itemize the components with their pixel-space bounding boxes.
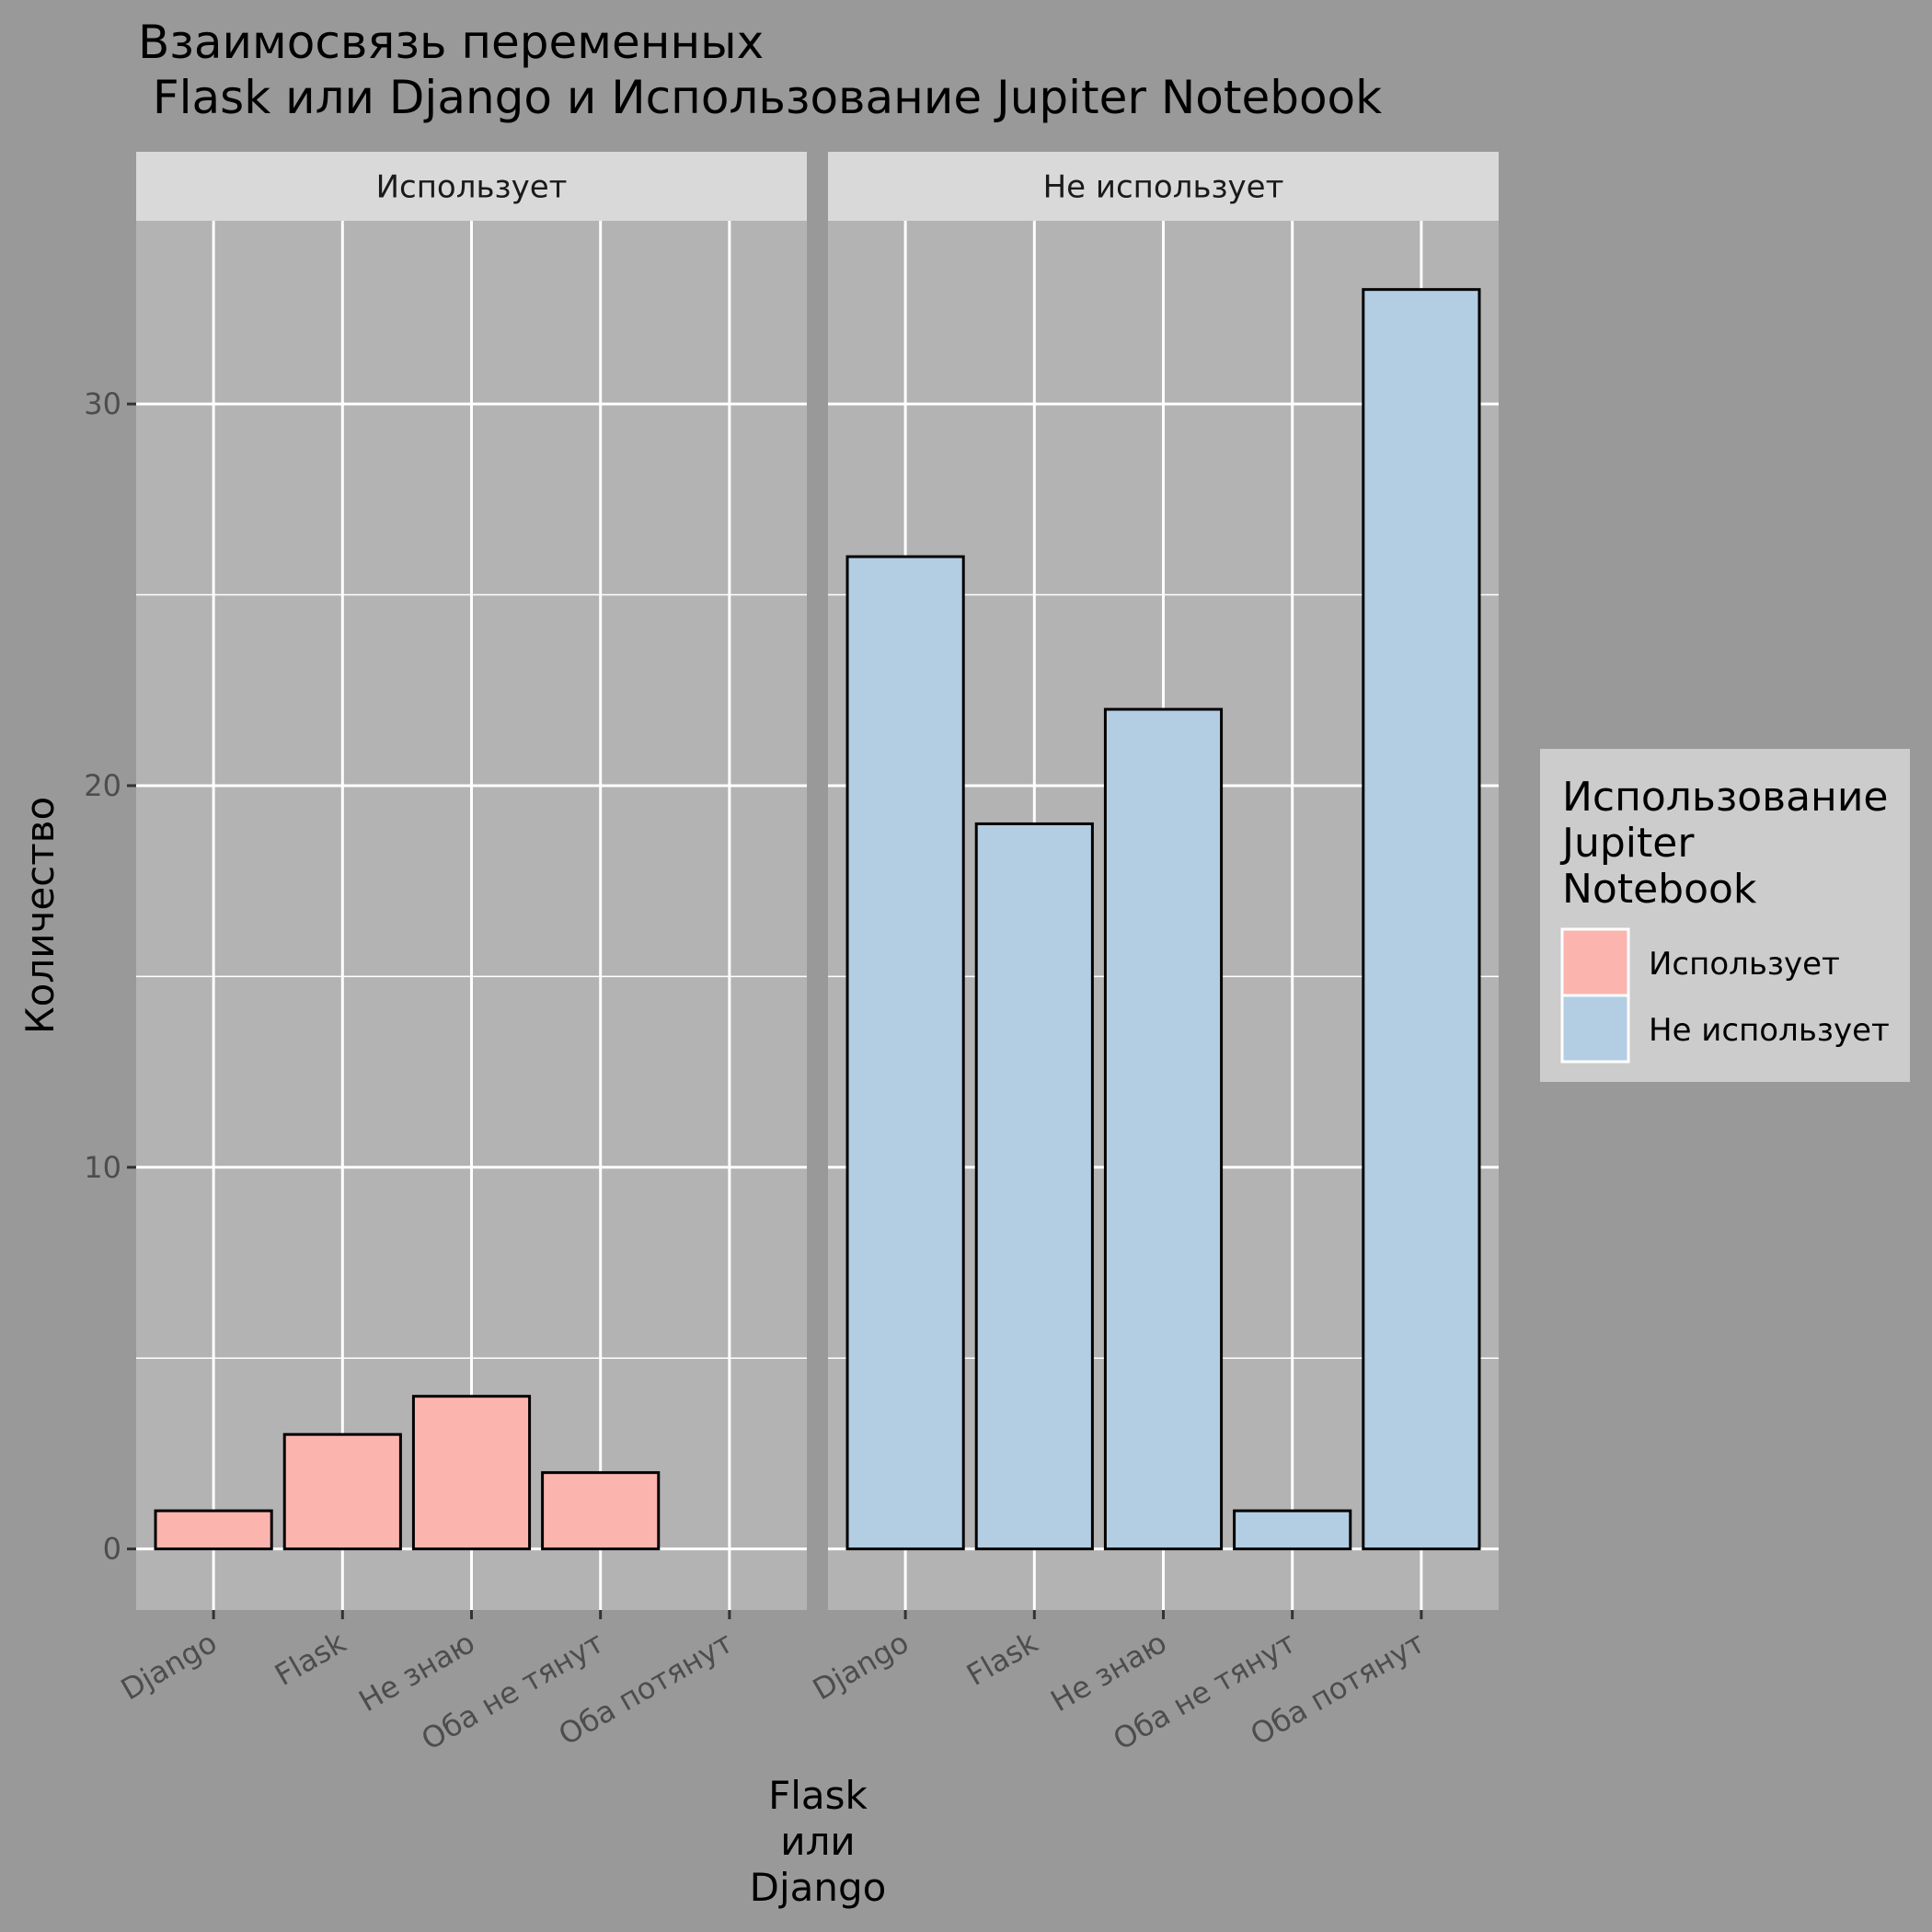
title-group: Взаимосвязь переменных Flask или Django … [138, 16, 1382, 124]
x-axis-title-line-3: Django [750, 1865, 887, 1910]
legend-label-uses: Использует [1649, 946, 1840, 983]
bar [974, 822, 1094, 1551]
legend-key-not-uses [1560, 994, 1630, 1064]
chart-title-line-1: Взаимосвязь переменных [138, 16, 764, 69]
legend-key-uses [1560, 927, 1630, 997]
y-axis: 0 10 20 30 [84, 386, 136, 1567]
y-axis-title: Количество [17, 797, 63, 1034]
legend-title-line-3: Notebook [1562, 866, 1757, 913]
legend-title-line-2: Jupiter [1559, 820, 1695, 867]
bar [154, 1509, 273, 1551]
facet-strip-label: Не использует [1043, 169, 1284, 206]
x-axis-title: Flask или Django [750, 1773, 887, 1910]
chart-title-line-2: Flask или Django и Использование Jupiter… [138, 71, 1382, 124]
y-tick-label: 0 [103, 1532, 121, 1567]
legend: Использование Jupiter Notebook Используе… [1540, 749, 1910, 1082]
facet-strip [828, 152, 1499, 221]
bar [541, 1471, 661, 1551]
x-axis-title-line-1: Flask [768, 1773, 868, 1818]
legend-title-line-1: Использование [1562, 774, 1889, 821]
bar [282, 1432, 402, 1551]
bar [1362, 288, 1481, 1551]
legend-label-not-uses: Не использует [1649, 1012, 1890, 1049]
bar [1103, 707, 1224, 1551]
y-tick-label: 20 [84, 768, 121, 803]
bar [845, 555, 965, 1551]
facet-strip-label: Использует [376, 169, 568, 206]
x-axis-title-line-2: или [780, 1819, 855, 1864]
bar [411, 1395, 532, 1551]
facet-strip [136, 152, 807, 221]
bar [1233, 1509, 1352, 1551]
y-tick-label: 10 [84, 1150, 121, 1185]
y-tick-label: 30 [84, 386, 121, 421]
